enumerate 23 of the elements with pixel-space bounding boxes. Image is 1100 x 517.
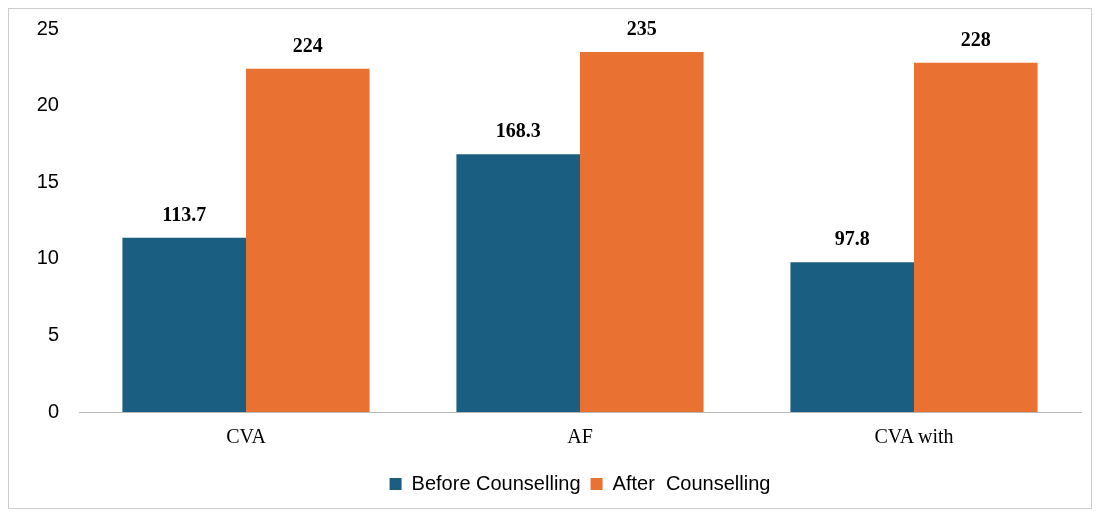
bar (914, 62, 1038, 412)
x-tick-label: CVA (226, 425, 267, 448)
text: 10 (36, 246, 59, 269)
legend-label: After Counselling (612, 471, 771, 494)
bar (246, 68, 370, 412)
text: 5 (47, 322, 59, 345)
x-tick-label: AF (567, 425, 593, 448)
text: 20 (36, 93, 59, 116)
text: 15 (36, 169, 59, 192)
bar (456, 154, 580, 412)
x-tick-label: CVA with (874, 425, 954, 448)
bar (122, 237, 246, 412)
text: 0 (47, 399, 59, 422)
data-label: 113.7 (162, 202, 207, 225)
data-label: 168.3 (495, 119, 541, 142)
bar (790, 262, 914, 412)
data-label: 224 (292, 34, 323, 56)
bar (580, 51, 704, 412)
data-label: 97.8 (834, 227, 870, 250)
data-label: 228 (960, 27, 991, 50)
text: 25 (36, 16, 59, 39)
data-label: 235 (626, 17, 657, 40)
legend-label: Before Counselling (411, 471, 581, 494)
